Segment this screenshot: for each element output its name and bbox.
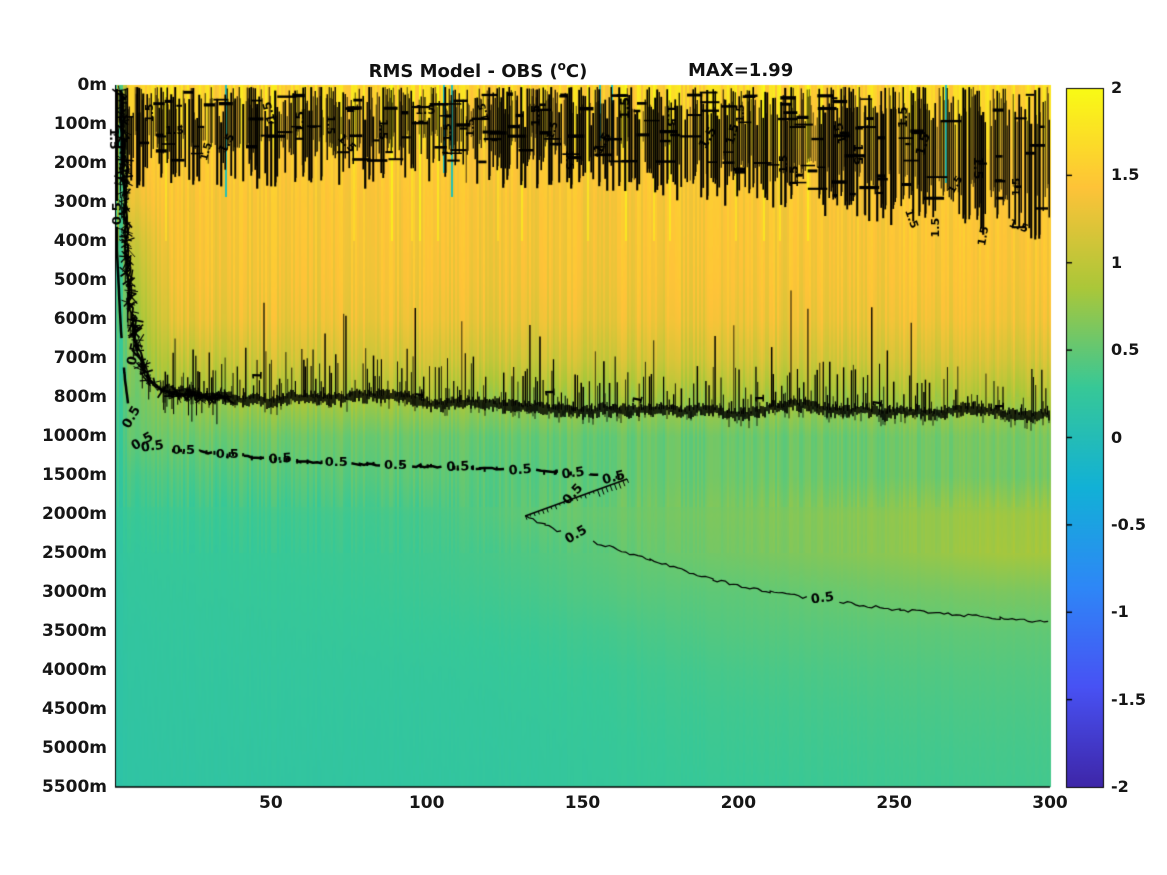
colorbar-tick-label: 0 bbox=[1111, 427, 1123, 447]
x-tick-label: 200 bbox=[720, 793, 757, 813]
y-tick-label: 5500m bbox=[41, 777, 107, 797]
y-tick-label: 800m bbox=[53, 387, 107, 407]
chart-title: RMS Model - OBS (oC) bbox=[278, 59, 678, 82]
colorbar-tick-label: -1.5 bbox=[1111, 689, 1146, 709]
title-unit: C) bbox=[565, 61, 588, 82]
colorbar-tick-label: 1.5 bbox=[1111, 165, 1140, 185]
y-tick-label: 2500m bbox=[41, 543, 107, 563]
colorbar-tick-label: -2 bbox=[1111, 777, 1129, 796]
y-tick-label: 0m bbox=[77, 75, 107, 95]
y-tick-label: 600m bbox=[53, 309, 107, 329]
colorbar-tick-label: 0.5 bbox=[1111, 340, 1140, 360]
y-tick-label: 4000m bbox=[41, 660, 107, 680]
y-tick-label: 100m bbox=[53, 114, 107, 134]
x-tick-label: 300 bbox=[1032, 793, 1068, 813]
y-tick-label: 1500m bbox=[41, 465, 107, 485]
colorbar-tick-label: -0.5 bbox=[1111, 514, 1146, 534]
y-tick-label: 700m bbox=[53, 348, 107, 368]
y-tick-label: 2000m bbox=[41, 504, 107, 524]
colorbar-tick-label: 2 bbox=[1111, 78, 1123, 97]
y-tick-label: 5000m bbox=[41, 738, 107, 758]
x-tick-label: 50 bbox=[258, 793, 283, 813]
colorbar-tick-label: -1 bbox=[1111, 602, 1129, 622]
y-tick-label: 500m bbox=[53, 270, 107, 290]
max-label: MAX=1.99 bbox=[688, 60, 794, 81]
colorbar-tick-label: 1 bbox=[1111, 252, 1123, 272]
x-tick-label: 150 bbox=[564, 793, 601, 813]
y-tick-label: 300m bbox=[53, 192, 107, 212]
x-tick-label: 100 bbox=[408, 793, 445, 813]
y-tick-label: 400m bbox=[53, 231, 107, 251]
y-tick-label: 3500m bbox=[41, 621, 107, 641]
y-tick-label: 4500m bbox=[41, 699, 107, 719]
y-tick-label: 3000m bbox=[41, 582, 107, 602]
degree-superscript: o bbox=[557, 59, 566, 73]
x-tick-label: 250 bbox=[876, 793, 912, 813]
title-text: RMS Model - OBS ( bbox=[368, 61, 558, 82]
y-tick-label: 1000m bbox=[41, 426, 107, 446]
y-tick-label: 200m bbox=[53, 153, 107, 173]
